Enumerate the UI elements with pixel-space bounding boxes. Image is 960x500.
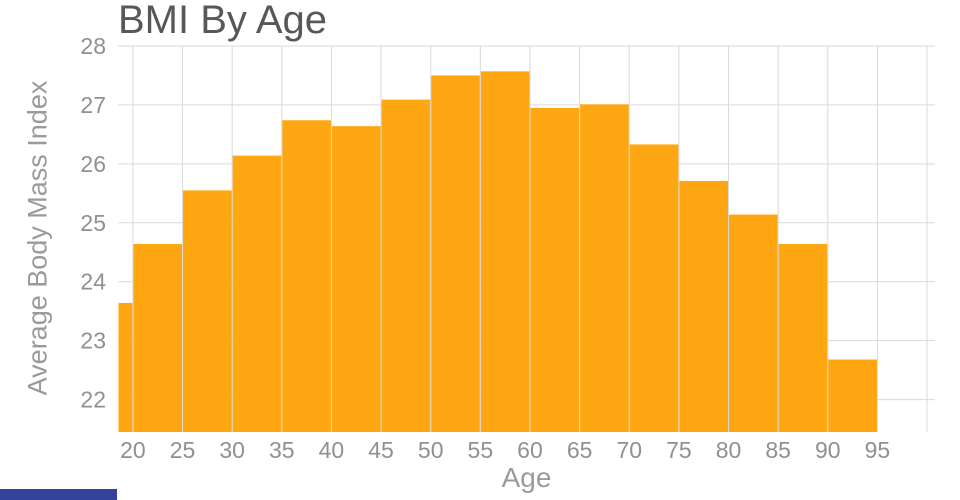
x-axis-label: Age xyxy=(501,462,552,493)
bottom-left-blue-strip xyxy=(0,489,117,500)
x-tick-label: 65 xyxy=(567,437,593,463)
y-tick-label: 22 xyxy=(80,387,106,413)
bmi-bar[interactable] xyxy=(431,75,480,433)
x-tick-label: 90 xyxy=(815,437,841,463)
bmi-bar[interactable] xyxy=(729,214,778,432)
x-tick-label: 75 xyxy=(666,437,692,463)
x-tick-label: 60 xyxy=(517,437,543,463)
bmi-bar[interactable] xyxy=(183,190,232,432)
bmi-bar[interactable] xyxy=(580,104,629,433)
y-tick-label: 27 xyxy=(80,92,106,118)
bmi-bar[interactable] xyxy=(679,180,729,432)
bmi-bar[interactable] xyxy=(232,155,282,432)
x-tick-label: 55 xyxy=(468,437,494,463)
y-tick-label: 25 xyxy=(80,210,106,236)
bmi-bar[interactable] xyxy=(778,244,828,432)
y-tick-label: 23 xyxy=(80,328,106,354)
y-tick-label: 24 xyxy=(80,269,106,295)
bmi-bar[interactable] xyxy=(480,71,530,433)
x-tick-label: 70 xyxy=(616,437,642,463)
bmi-bar[interactable] xyxy=(828,359,877,432)
bmi-bar[interactable] xyxy=(629,144,679,432)
x-tick-label: 25 xyxy=(170,437,196,463)
x-tick-label: 45 xyxy=(368,437,394,463)
x-tick-label: 20 xyxy=(120,437,146,463)
x-tick-label: 95 xyxy=(865,437,891,463)
x-tick-label: 80 xyxy=(716,437,742,463)
bmi-bar[interactable] xyxy=(282,120,331,433)
y-axis-label: Average Body Mass Index xyxy=(22,80,53,396)
y-tick-label: 28 xyxy=(80,33,106,59)
bmi-bar[interactable] xyxy=(118,302,133,432)
bmi-bar[interactable] xyxy=(331,126,381,432)
x-tick-label: 50 xyxy=(418,437,444,463)
x-tick-label: 35 xyxy=(269,437,295,463)
x-tick-label: 85 xyxy=(765,437,791,463)
chart-title: BMI By Age xyxy=(118,0,327,42)
y-tick-label: 26 xyxy=(80,151,106,177)
bmi-bar[interactable] xyxy=(381,99,431,433)
x-tick-label: 30 xyxy=(219,437,245,463)
bmi-bar[interactable] xyxy=(133,244,183,432)
x-tick-label: 40 xyxy=(319,437,345,463)
bmi-bar[interactable] xyxy=(530,107,580,432)
